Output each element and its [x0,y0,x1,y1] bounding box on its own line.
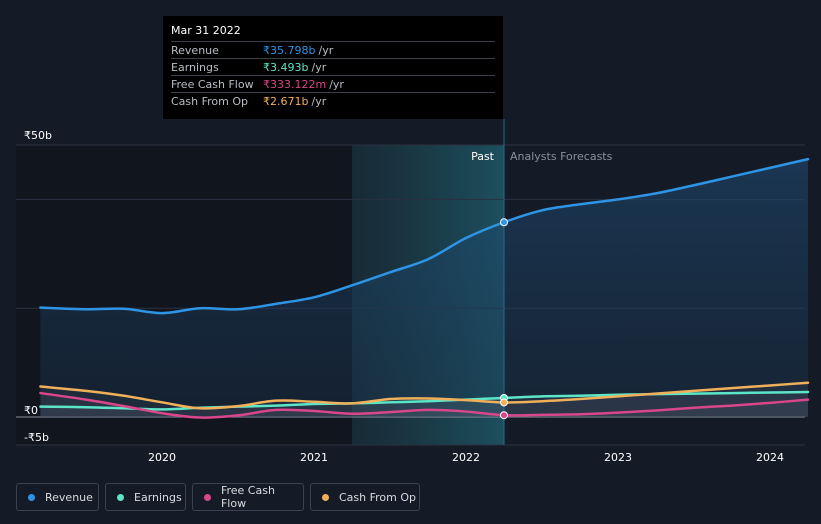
legend-item-earnings[interactable]: Earnings [105,483,186,511]
earnings-area [40,391,808,417]
forecast-label: Analysts Forecasts [510,150,613,163]
revenue-line [39,157,810,315]
cash-from-op-line [39,381,810,410]
legend-item-cash-from-op[interactable]: Cash From Op [310,483,420,511]
revenue-area [40,159,808,418]
earnings-line [39,390,810,411]
tooltip-row-free-cash-flow: Free Cash Flow ₹333.122m/yr [171,75,495,93]
cash-from-op-marker [500,398,508,407]
x-tick-label: 2024 [756,451,784,464]
x-tick-label: 2023 [604,451,632,464]
tooltip-label: Earnings [171,61,219,74]
earnings-dot-icon [117,493,124,501]
cash-from-op-area [40,382,808,417]
tooltip-row-earnings: Earnings ₹3.493b/yr [171,58,495,76]
revenue-marker [500,218,508,227]
legend-label: Revenue [45,490,93,504]
legend-item-revenue[interactable]: Revenue [16,483,99,511]
x-tick-label: 2020 [148,451,176,464]
tooltip-label: Cash From Op [171,95,249,108]
tooltip-row-revenue: Revenue ₹35.798b/yr [171,41,495,59]
revenue-dot-icon [28,493,35,501]
free-cash-flow-area [40,393,808,418]
x-tick-label: 2022 [452,451,480,464]
x-tick-label: 2021 [300,451,328,464]
free-cash-flow-dot-icon [204,493,211,501]
legend-label: Earnings [134,490,182,504]
tooltip-label: Free Cash Flow [171,78,254,91]
past-label: Past [471,150,495,163]
cash-from-op-dot-icon [322,493,329,501]
y-tick-label: -₹5b [24,431,49,444]
free-cash-flow-line [39,391,810,419]
legend-label: Free Cash Flow [220,484,275,510]
y-tick-label: ₹50b [24,129,52,142]
tooltip-label: Revenue [171,44,219,57]
tooltip: Mar 31 2022 Revenue ₹35.798b/yr Earnings… [163,16,503,119]
tooltip-value: ₹35.798b/yr [263,44,334,57]
free-cash-flow-marker [500,411,508,420]
legend-label: Cash From Op [339,490,417,504]
legend-item-free-cash-flow[interactable]: Free Cash Flow [192,483,304,511]
tooltip-row-cash-from-op: Cash From Op ₹2.671b/yr [171,92,495,110]
y-tick-label: ₹0 [24,404,38,417]
tooltip-value: ₹333.122m/yr [263,78,344,91]
tooltip-date: Mar 31 2022 [171,24,241,37]
tooltip-value: ₹2.671b/yr [263,95,327,108]
tooltip-value: ₹3.493b/yr [263,61,327,74]
